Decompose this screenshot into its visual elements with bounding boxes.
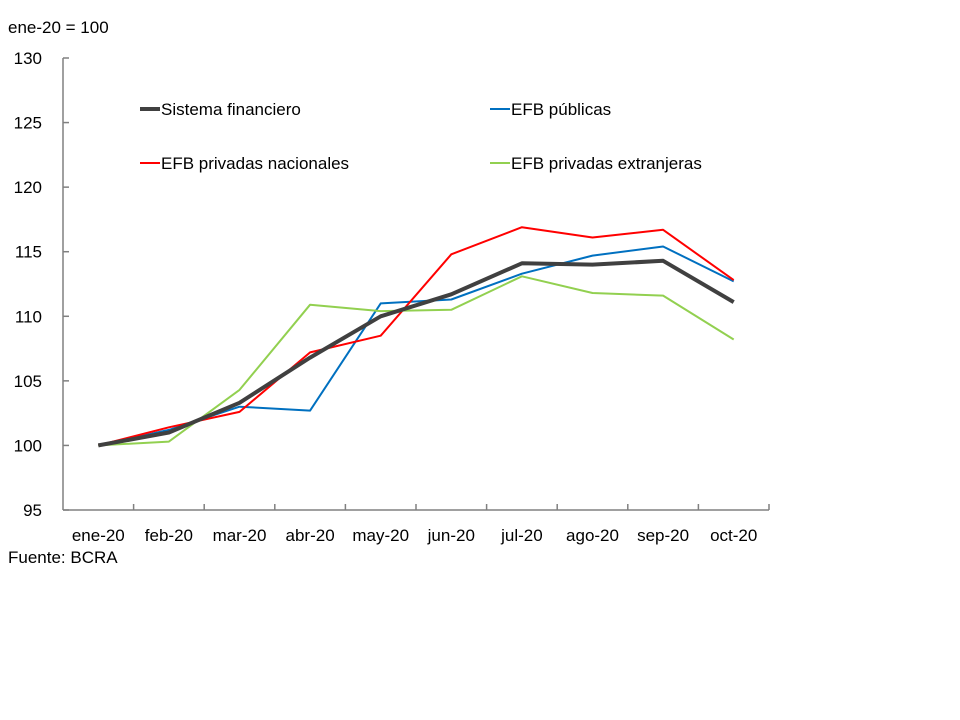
legend: Sistema financiero EFB públicas EFB privad… [140, 100, 702, 173]
y-axis: 95 100 105 110 115 120 125 130 [14, 49, 69, 520]
x-tick-label: jun-20 [427, 526, 475, 545]
x-tick-label: ene-20 [72, 526, 125, 545]
y-tick-label: 125 [14, 114, 42, 133]
legend-label: EFB privadas nacionales [161, 154, 349, 173]
y-tick-label: 115 [15, 243, 42, 262]
y-tick-label: 95 [23, 501, 42, 520]
x-tick-label: abr-20 [286, 526, 335, 545]
unit-label: ene-20 = 100 [8, 18, 109, 37]
x-tick-label: jul-20 [500, 526, 543, 545]
x-tick-label: mar-20 [213, 526, 267, 545]
x-tick-label: ago-20 [566, 526, 619, 545]
y-tick-label: 100 [14, 436, 42, 455]
legend-label: Sistema financiero [161, 100, 301, 119]
y-tick-label: 120 [14, 178, 42, 197]
x-axis: ene-20 feb-20 mar-20 abr-20 may-20 jun-20 jul-… [63, 504, 770, 545]
y-tick-label: 130 [14, 49, 42, 68]
x-tick-label: oct-20 [710, 526, 757, 545]
series-line-sistema-financiero [97, 258, 735, 448]
legend-label: EFB privadas extranjeras [511, 154, 702, 173]
series-lines [97, 226, 735, 448]
legend-label: EFB públicas [511, 100, 611, 119]
series-line-efb-privadas-nacionales [98, 226, 735, 447]
x-tick-label: may-20 [352, 526, 409, 545]
x-tick-label: feb-20 [145, 526, 193, 545]
y-tick-label: 105 [14, 372, 42, 391]
series-line-efb-p-blicas [98, 245, 735, 447]
x-tick-label: sep-20 [637, 526, 689, 545]
y-tick-label: 110 [15, 307, 42, 326]
source-label: Fuente: BCRA [8, 548, 118, 567]
